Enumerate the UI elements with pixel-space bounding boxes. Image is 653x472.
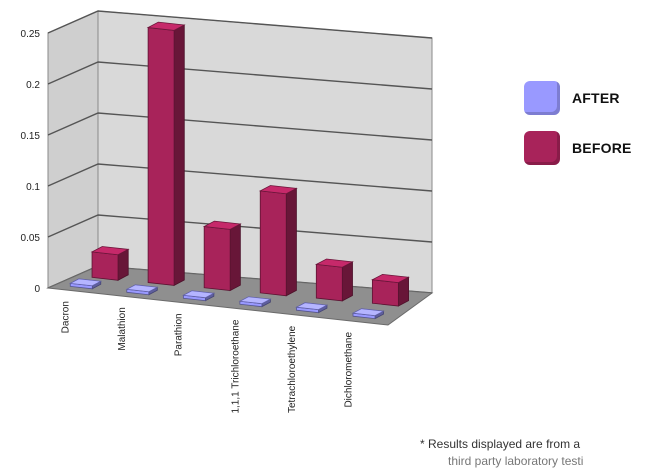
footnote: * Results displayed are from a third par…: [420, 436, 653, 470]
bar-before-2-front: [203, 226, 231, 292]
gridline-1: [47, 214, 433, 243]
y-tick-label-0: 0: [34, 284, 40, 295]
bar-before-0: [90, 246, 130, 281]
y-tick-label-1: 0.05: [21, 233, 41, 244]
bar-before-1-front: [147, 27, 175, 286]
bar-before-5-top: [371, 273, 410, 284]
legend-item-after: AFTER: [524, 78, 632, 118]
bar-after-2-top: [182, 290, 216, 299]
bar-before-1-side: [173, 24, 185, 287]
x-tick-label-1: Malathion: [117, 307, 128, 350]
bar-before-2-top: [202, 220, 242, 230]
x-tick-label-0: Dacron: [60, 301, 71, 333]
gridline-3: [47, 112, 433, 141]
y-tick-label-2: 0.1: [26, 182, 40, 193]
bar-after-2: [182, 290, 216, 302]
chart-floor: [46, 265, 434, 326]
bar-before-3: [258, 185, 298, 297]
y-axis-ticks: 0 0.05 0.1 0.15 0.2 0.25: [21, 29, 41, 295]
bar-after-3-top: [238, 296, 272, 305]
bar-before-4: [314, 258, 354, 302]
bar-after-0-top: [68, 278, 103, 287]
bar-before-3-front: [259, 190, 287, 297]
bar-after-1: [125, 284, 159, 296]
bar-after-5-top: [351, 308, 385, 317]
x-tick-label-5: Dichloromethane: [344, 331, 355, 407]
bar-after-4: [295, 302, 329, 314]
bar-before-0-front: [91, 251, 119, 281]
x-tick-label-4: Tetrachloroethylene: [287, 325, 298, 413]
legend-label-before: BEFORE: [572, 140, 632, 156]
y-tick-label-5: 0.25: [21, 29, 41, 40]
bar-before-3-top: [258, 185, 298, 195]
gridline-2: [47, 163, 433, 192]
bar-before-1-top: [146, 21, 186, 31]
legend-swatch-before: [524, 131, 560, 165]
left-wall: [47, 10, 99, 289]
bar-before-1: [146, 21, 186, 287]
legend-item-before: BEFORE: [524, 128, 632, 168]
footnote-line-2: third party laboratory testi: [448, 454, 584, 468]
bar-after-0: [68, 278, 103, 290]
legend-swatch-after: [524, 81, 560, 115]
legend: AFTER BEFORE: [524, 78, 632, 178]
bar-before-0-top: [90, 246, 130, 256]
bar-after-1-top: [125, 284, 159, 293]
x-axis-labels: Dacron Malathion Parathion 1,1,1 Trichloroe…: [60, 301, 354, 413]
gridline-4: [47, 61, 433, 90]
x-tick-label-2: Parathion: [174, 313, 185, 356]
y-tick-label-4: 0.2: [26, 80, 40, 91]
bar-after-5: [351, 308, 385, 320]
floor-plane: [46, 265, 434, 326]
bar-after-4-top: [295, 302, 329, 311]
bar-before-4-side: [341, 261, 353, 302]
bar-before-2-side: [229, 223, 241, 292]
bars: [68, 21, 410, 320]
x-tick-label-3: 1,1,1 Trichloroethane: [230, 319, 241, 413]
footnote-line-1: * Results displayed are from a: [420, 437, 581, 451]
bar-before-5-front: [371, 279, 399, 307]
bar-before-5: [371, 273, 410, 307]
gridline-5: [47, 10, 433, 39]
legend-label-after: AFTER: [572, 90, 620, 106]
y-tick-label-3: 0.15: [21, 131, 41, 142]
bar-before-4-top: [314, 258, 354, 268]
bar-before-4-front: [315, 263, 343, 302]
bar-before-3-side: [285, 187, 297, 297]
bar-after-3: [238, 296, 272, 308]
bar-before-2: [202, 220, 242, 292]
